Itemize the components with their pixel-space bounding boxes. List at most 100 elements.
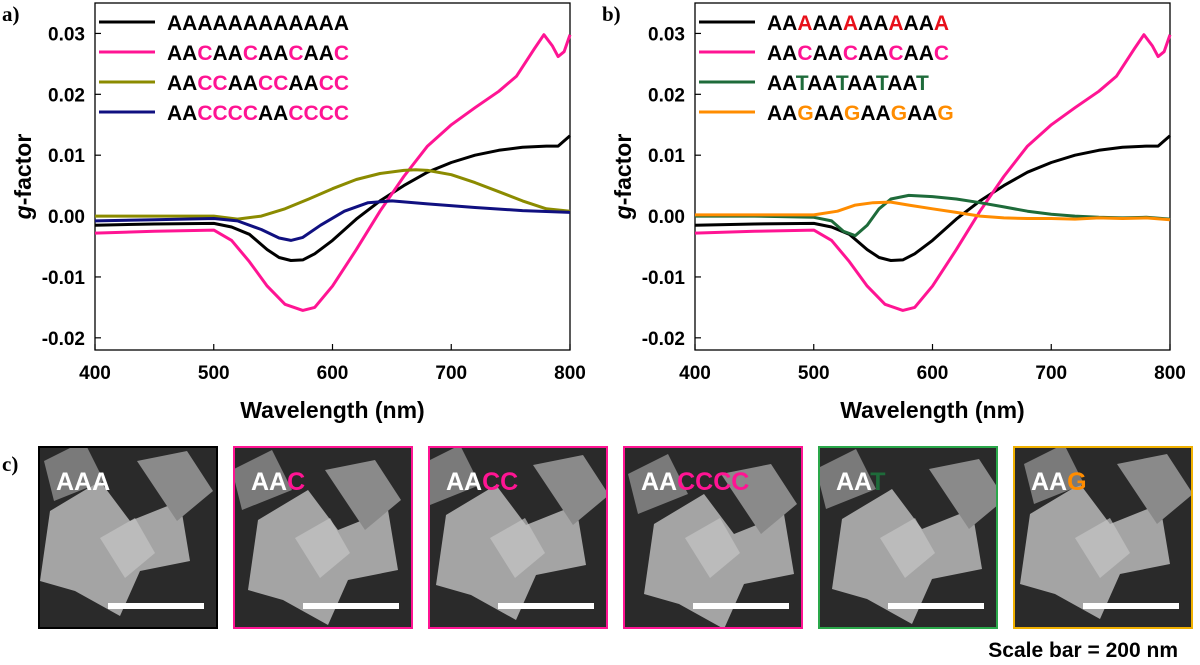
y-tick-label: -0.02 [642, 329, 685, 350]
x-tick-label: 800 [554, 363, 586, 384]
y-tick-label: 0.00 [648, 207, 685, 228]
legend-entry-0: AAAAAAAAAAAA [767, 12, 949, 35]
y-tick-label: -0.01 [642, 268, 686, 289]
legend-seg: AA [167, 102, 197, 125]
legend-seg: CC [258, 72, 288, 95]
micrograph-label: AACCCC [641, 468, 749, 497]
legend-seg: G [844, 102, 860, 125]
legend-entry-2: AACCAACCAACC [167, 72, 349, 95]
x-axis-label: Wavelength (nm) [840, 397, 1024, 423]
legend-seg: AA [907, 102, 937, 125]
y-axis-label-italic: g [610, 205, 636, 220]
x-tick-label: 700 [1035, 363, 1067, 384]
micrograph-image [430, 448, 606, 627]
y-tick-label: 0.03 [48, 24, 85, 45]
x-tick-label: 700 [435, 363, 467, 384]
legend-seg: AA [304, 42, 334, 65]
legend-seg: AA [813, 12, 843, 35]
x-tick-label: 400 [679, 363, 711, 384]
y-axis-label-rest: -factor [10, 134, 36, 206]
scale-bar-note: Scale bar = 200 nm [988, 639, 1178, 662]
legend-seg: AAAAAAAAAAAA [167, 12, 349, 35]
legend-seg: C [797, 42, 812, 65]
panel-label-c: c) [2, 452, 19, 476]
legend-seg: AA [167, 42, 197, 65]
legend-seg: AA [767, 42, 797, 65]
legend-seg: T [796, 72, 809, 95]
y-tick-label: -0.02 [42, 329, 85, 350]
legend-seg: C [243, 42, 258, 65]
x-tick-label: 500 [798, 363, 830, 384]
panel-label-b: b) [602, 2, 621, 26]
x-tick-label: 600 [917, 363, 949, 384]
micrograph-label: AACC [446, 468, 518, 497]
legend-seg: AA [767, 72, 797, 95]
legend-seg: T [916, 72, 929, 95]
legend-seg: AA [858, 12, 888, 35]
micrograph-label: AAG [1031, 468, 1087, 497]
legend-entry-1: AACAACAACAAC [767, 42, 949, 65]
legend-seg: G [797, 102, 813, 125]
series-line-1 [94, 33, 572, 312]
scale-bar [693, 603, 789, 609]
legend-seg: AA [904, 42, 934, 65]
legend-seg: AA [814, 102, 844, 125]
micrograph-3: AACCCC [623, 446, 803, 629]
legend-entry-0: AAAAAAAAAAAA [167, 12, 349, 35]
legend-seg: AA [258, 42, 288, 65]
legend-seg: CC [197, 72, 227, 95]
micrograph-0: AAA [38, 446, 218, 629]
legend-entry-3: AACCCCAACCCC [167, 102, 349, 125]
legend-seg: AA [213, 42, 243, 65]
legend-seg: AA [767, 12, 797, 35]
x-tick-label: 500 [198, 363, 230, 384]
legend-seg: G [891, 102, 907, 125]
y-axis-label: g-factor [610, 134, 636, 221]
legend-seg: T [876, 72, 889, 95]
legend-seg: AA [813, 42, 843, 65]
micrograph-image [625, 448, 801, 627]
micrograph-4: AAT [818, 446, 998, 629]
panel-label-a: a) [2, 2, 20, 26]
micrograph-label-seg: AA [641, 468, 678, 496]
legend-seg: C [843, 42, 858, 65]
micrograph-1: AAC [233, 446, 413, 629]
legend-seg: CC [319, 72, 349, 95]
x-tick-label: 600 [317, 363, 349, 384]
micrograph-label-seg: T [870, 468, 886, 496]
series-line-3 [94, 199, 571, 242]
scale-bar [498, 603, 594, 609]
micrograph-label-seg: AAA [56, 468, 111, 496]
legend-seg: AA [288, 72, 318, 95]
x-tick-label: 800 [1154, 363, 1186, 384]
legend-entry-1: AACAACAACAAC [167, 42, 349, 65]
y-axis-label-rest: -factor [610, 134, 636, 206]
micrograph-label: AAA [56, 468, 110, 497]
legend-seg: CCCC [197, 102, 258, 125]
legend-entry-2: AATAATAATAAT [767, 72, 929, 95]
y-tick-label: 0.03 [648, 24, 685, 45]
legend-seg: AA [167, 72, 197, 95]
legend-seg: G [937, 102, 953, 125]
legend-seg: A [843, 12, 858, 35]
micrograph-label: AAT [836, 468, 886, 497]
legend-seg: C [334, 42, 349, 65]
micrograph-label-seg: C [287, 468, 306, 496]
chart-panel-b: 400 500 600 700 800 -0.02 -0.01 0.00 0.01 0.02 0.0… [610, 2, 1186, 423]
micrograph-label-seg: AA [446, 468, 483, 496]
micrograph-image [235, 448, 411, 627]
legend-seg: AA [767, 102, 797, 125]
legend-seg: AA [858, 42, 888, 65]
micrograph-image [40, 448, 216, 627]
x-axis-label: Wavelength (nm) [240, 397, 424, 423]
chart-panel-a: 400 500 600 700 800 -0.02 -0.01 0.00 0.01 0.02 0.0… [10, 2, 586, 423]
micrograph-label-seg: AA [251, 468, 288, 496]
legend-seg: CCCC [288, 102, 349, 125]
y-tick-label: 0.00 [48, 207, 85, 228]
micrograph-label-seg: CCCC [677, 468, 750, 496]
scale-bar [303, 603, 399, 609]
legend-seg: C [934, 42, 949, 65]
series-line-3 [695, 200, 1171, 222]
series-line-0 [94, 134, 571, 262]
legend-seg: AA [860, 102, 890, 125]
